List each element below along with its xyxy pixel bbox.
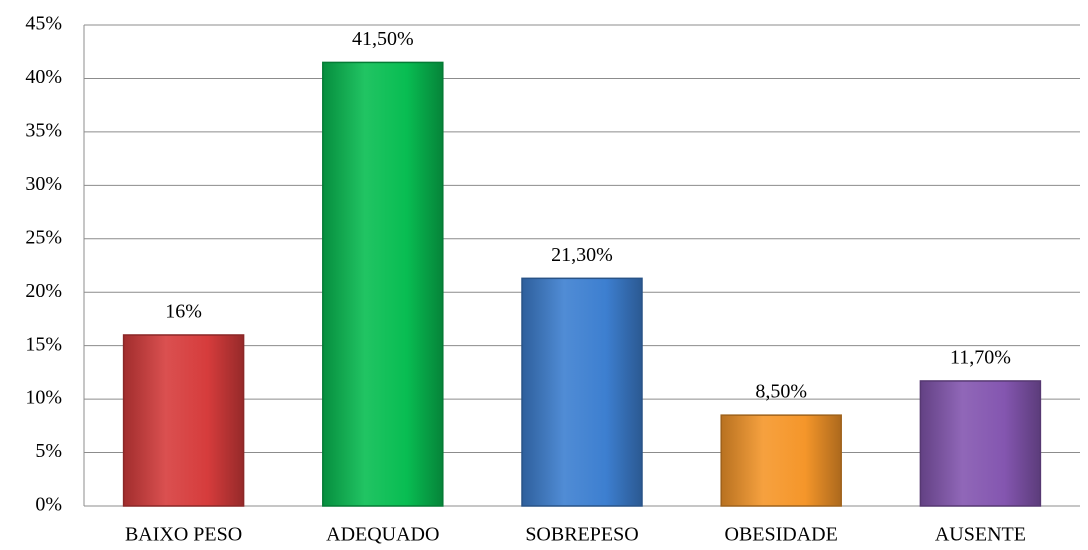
y-tick-label: 45% xyxy=(25,13,62,35)
y-tick-label: 35% xyxy=(25,119,62,141)
y-tick-label: 15% xyxy=(25,333,62,355)
value-label: 41,50% xyxy=(352,28,414,50)
x-tick-label: ADEQUADO xyxy=(326,524,439,546)
y-tick-label: 0% xyxy=(35,494,62,516)
y-tick-label: 30% xyxy=(25,173,62,195)
bar xyxy=(521,277,643,507)
bar xyxy=(322,61,444,507)
y-tick-label: 40% xyxy=(25,66,62,88)
y-tick-label: 20% xyxy=(25,280,62,302)
bar xyxy=(720,414,842,507)
value-label: 11,70% xyxy=(950,347,1011,369)
y-tick-label: 25% xyxy=(25,226,62,248)
value-label: 16% xyxy=(165,301,202,323)
value-label: 21,30% xyxy=(551,244,613,266)
x-tick-label: AUSENTE xyxy=(935,524,1026,546)
bar xyxy=(919,380,1042,507)
y-tick-label: 5% xyxy=(35,440,62,462)
y-tick-label: 10% xyxy=(25,387,62,409)
bar xyxy=(122,334,245,507)
x-tick-label: SOBREPESO xyxy=(525,524,638,546)
x-tick-label: OBESIDADE xyxy=(725,524,838,546)
x-tick-label: BAIXO PESO xyxy=(125,524,242,546)
value-label: 8,50% xyxy=(755,381,807,403)
